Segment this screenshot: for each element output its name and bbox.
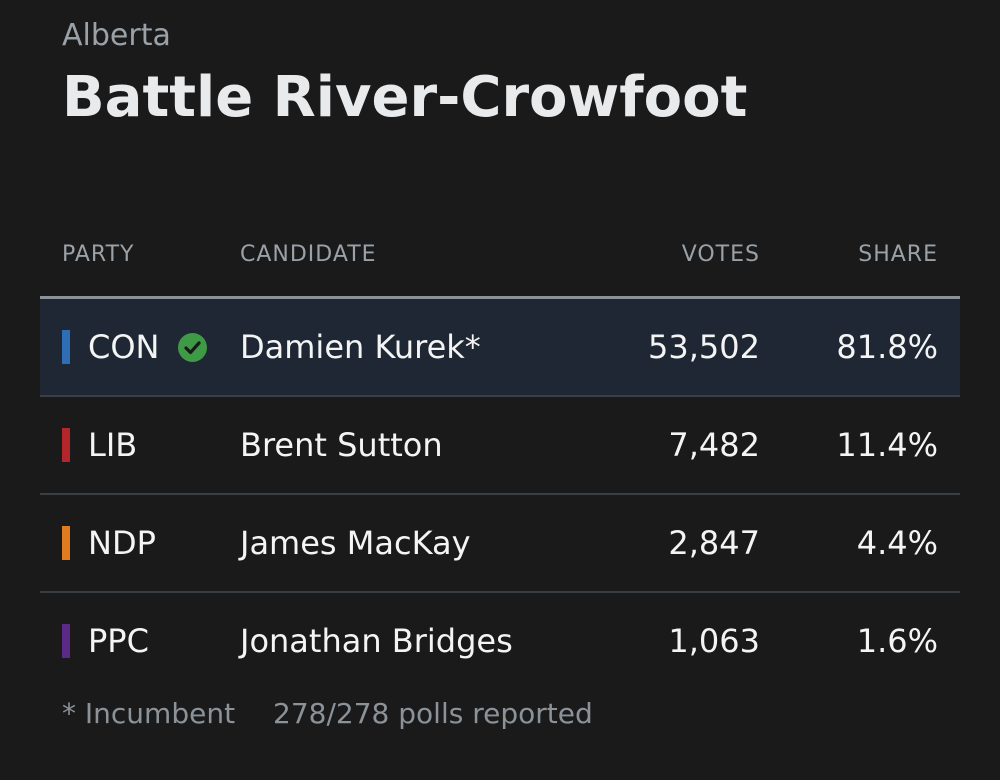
- share-cell: 4.4%: [856, 524, 938, 562]
- table-row: PPC Jonathan Bridges 1,063 1.6%: [40, 593, 960, 689]
- candidate-cell: Damien Kurek*: [240, 328, 481, 366]
- share-cell: 81.8%: [836, 328, 938, 366]
- votes-cell: 2,847: [668, 524, 760, 562]
- column-header-share: SHARE: [858, 242, 938, 267]
- checkmark-circle-icon: [178, 333, 207, 362]
- results-table: PARTY CANDIDATE VOTES SHARE CON Damien K…: [40, 232, 960, 689]
- party-cell: LIB: [88, 426, 138, 464]
- polls-reported: 278/278 polls reported: [273, 697, 593, 730]
- party-cell: NDP: [88, 524, 156, 562]
- party-color-swatch: [62, 624, 70, 658]
- incumbent-note: * Incumbent: [62, 697, 236, 730]
- votes-cell: 53,502: [648, 328, 760, 366]
- party-color-swatch: [62, 428, 70, 462]
- party-color-swatch: [62, 330, 70, 364]
- votes-cell: 7,482: [668, 426, 760, 464]
- candidate-cell: Jonathan Bridges: [240, 622, 513, 660]
- riding-title: Battle River-Crowfoot: [62, 65, 748, 130]
- column-header-party: PARTY: [62, 242, 135, 267]
- party-color-swatch: [62, 526, 70, 560]
- results-footer: * Incumbent 278/278 polls reported: [62, 694, 593, 734]
- share-cell: 1.6%: [856, 622, 938, 660]
- province-label: Alberta: [62, 18, 171, 53]
- table-row: NDP James MacKay 2,847 4.4%: [40, 495, 960, 593]
- votes-cell: 1,063: [668, 622, 760, 660]
- candidate-cell: James MacKay: [240, 524, 471, 562]
- column-header-votes: VOTES: [681, 242, 760, 267]
- party-cell: PPC: [88, 622, 149, 660]
- table-row: CON Damien Kurek* 53,502 81.8%: [40, 299, 960, 397]
- candidate-cell: Brent Sutton: [240, 426, 443, 464]
- party-cell: CON: [88, 328, 160, 366]
- column-header-candidate: CANDIDATE: [240, 242, 377, 267]
- share-cell: 11.4%: [836, 426, 938, 464]
- table-row: LIB Brent Sutton 7,482 11.4%: [40, 397, 960, 495]
- table-header: PARTY CANDIDATE VOTES SHARE: [40, 232, 960, 299]
